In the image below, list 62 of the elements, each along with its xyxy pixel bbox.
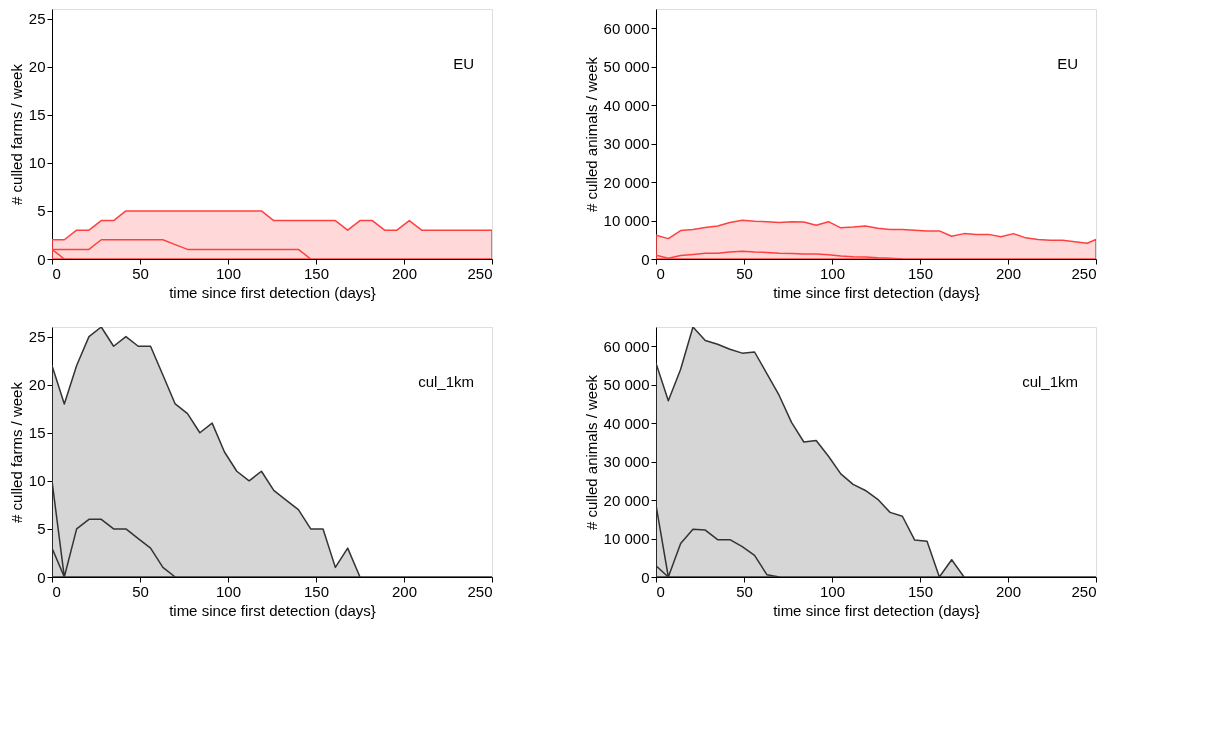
x-tick-label: 200 (995, 264, 1022, 282)
x-axis-title: time since first detection (days} (773, 601, 980, 619)
y-tick-label: 15 (28, 424, 46, 442)
y-tick-label: 0 (37, 568, 46, 586)
y-tick-label: 10 (28, 472, 46, 490)
y-tick-label: 10 000 (603, 530, 650, 548)
x-tick-label: 150 (303, 582, 330, 600)
x-tick-label: 250 (1071, 264, 1097, 282)
annotation: EU (1057, 55, 1078, 72)
y-tick-label: 25 (28, 328, 46, 346)
y-tick-label: 20 (28, 58, 46, 76)
x-tick-label: 50 (736, 582, 753, 600)
y-tick-label: 5 (37, 520, 46, 538)
x-tick-label: 200 (995, 582, 1022, 600)
y-tick-label: 15 (28, 106, 46, 124)
x-tick-label: 250 (1071, 582, 1097, 600)
y-tick-label: 40 000 (603, 96, 650, 114)
x-tick-label: 200 (391, 582, 418, 600)
y-tick-label: 30 000 (603, 453, 650, 471)
y-axis-title: # culled farms / week (7, 63, 25, 205)
y-tick-label: 50 000 (603, 58, 650, 76)
x-tick-label: 200 (391, 264, 418, 282)
x-tick-label: 50 (132, 582, 149, 600)
y-tick-label: 50 000 (603, 376, 650, 394)
annotation: cul_1km (418, 373, 474, 390)
x-axis-title: time since first detection (days} (169, 601, 376, 619)
y-tick-label: 20 000 (603, 173, 650, 191)
y-axis-title: # culled animals / week (582, 56, 600, 213)
x-tick-label: 100 (215, 264, 242, 282)
x-tick-label: 250 (467, 264, 493, 282)
annotation: EU (453, 55, 474, 72)
y-tick-label: 60 000 (603, 337, 650, 355)
y-tick-label: 25 (28, 10, 46, 28)
x-axis-title: time since first detection (days} (169, 283, 376, 301)
x-tick-label: 250 (467, 582, 493, 600)
y-tick-label: 0 (37, 250, 46, 268)
x-tick-label: 100 (819, 264, 846, 282)
x-tick-label: 150 (907, 264, 934, 282)
x-tick-label: 100 (819, 582, 846, 600)
x-tick-label: 0 (52, 582, 61, 600)
x-tick-label: 150 (907, 582, 934, 600)
x-tick-label: 100 (215, 582, 242, 600)
y-tick-label: 10 000 (603, 212, 650, 230)
y-axis-title: # culled animals / week (582, 374, 600, 531)
annotation: cul_1km (1022, 373, 1078, 390)
y-tick-label: 20 000 (603, 491, 650, 509)
x-tick-label: 0 (656, 264, 665, 282)
x-tick-label: 0 (52, 264, 61, 282)
y-tick-label: 30 000 (603, 135, 650, 153)
y-tick-label: 10 (28, 154, 46, 172)
y-tick-label: 0 (641, 250, 650, 268)
x-tick-label: 50 (736, 264, 753, 282)
x-tick-label: 0 (656, 582, 665, 600)
y-tick-label: 20 (28, 376, 46, 394)
x-axis-title: time since first detection (days} (773, 283, 980, 301)
y-axis-title: # culled farms / week (7, 381, 25, 523)
y-tick-label: 0 (641, 568, 650, 586)
x-tick-label: 150 (303, 264, 330, 282)
y-tick-label: 60 000 (603, 19, 650, 37)
y-tick-label: 40 000 (603, 414, 650, 432)
y-tick-label: 5 (37, 202, 46, 220)
x-tick-label: 50 (132, 264, 149, 282)
